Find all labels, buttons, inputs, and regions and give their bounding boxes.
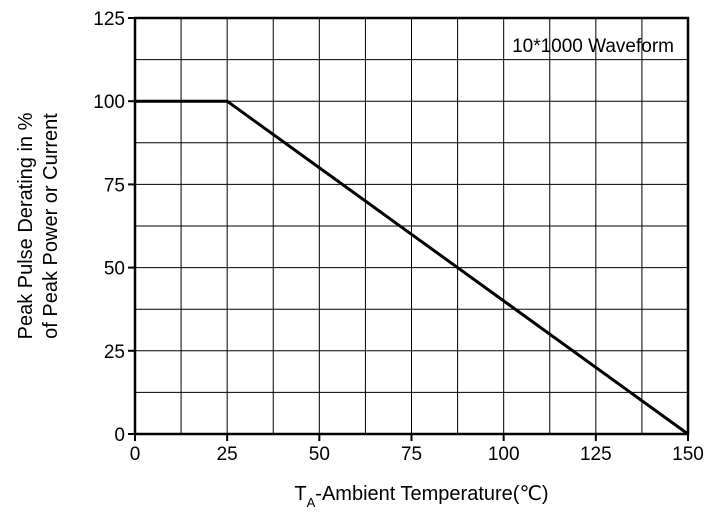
x-axis-title-main: T (294, 483, 306, 505)
y-axis-title-line-1: Peak Pulse Derating in % (15, 112, 37, 339)
x-axis-title-rest: -Ambient Temperature(℃) (315, 483, 548, 505)
y-axis-ticks: 0 25 50 75 100 125 (93, 9, 135, 446)
x-tick-label: 75 (401, 444, 422, 465)
y-axis-title-line-2: of Peak Power or Current (40, 113, 62, 339)
x-tick-label: 25 (217, 444, 238, 465)
x-tick-label: 150 (672, 444, 704, 465)
waveform-annotation: 10*1000 Waveform (512, 36, 674, 57)
x-axis-ticks: 0 25 50 75 100 125 150 (130, 434, 704, 465)
y-tick-label: 25 (104, 342, 125, 363)
grid (134, 17, 689, 435)
x-tick-label: 100 (488, 444, 520, 465)
y-tick-label: 75 (104, 175, 125, 196)
y-tick-label: 50 (104, 259, 125, 280)
x-tick-label: 125 (580, 444, 612, 465)
x-axis-title-subscript: A (307, 495, 316, 510)
y-tick-label: 100 (93, 92, 125, 113)
y-tick-label: 0 (114, 425, 125, 446)
x-tick-label: 50 (309, 444, 330, 465)
derating-curve (135, 99, 689, 436)
x-tick-label: 0 (130, 444, 141, 465)
x-axis-title: TA-Ambient Temperature(℃) (294, 483, 548, 510)
series-layer (135, 99, 689, 436)
y-tick-label: 125 (93, 9, 125, 30)
